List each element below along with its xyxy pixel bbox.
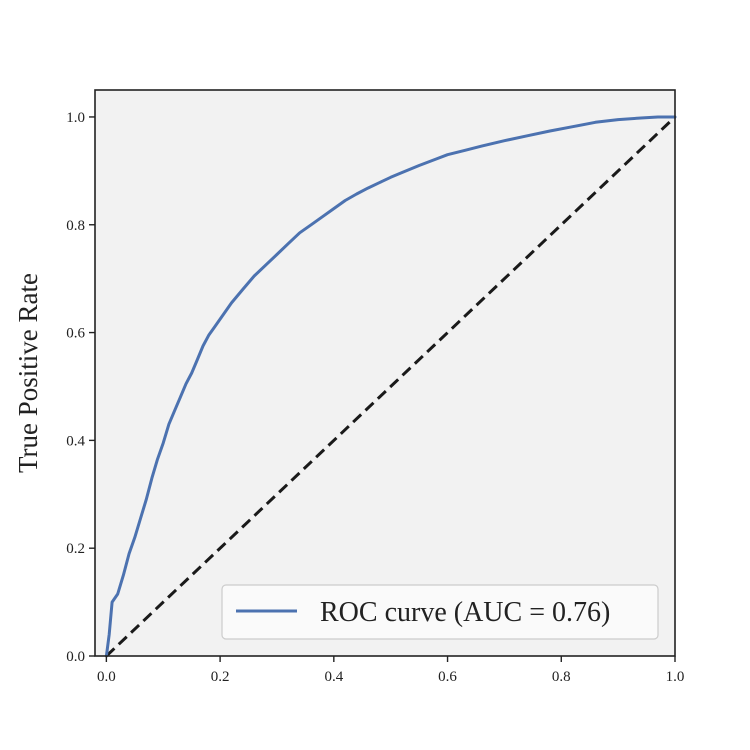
chance-diagonal-line xyxy=(105,115,677,658)
roc-curve-line xyxy=(104,115,677,658)
legend-box xyxy=(221,584,659,640)
y-tick-label: 0.0 xyxy=(66,649,85,665)
x-tick-label: 0.4 xyxy=(324,669,343,685)
x-tick-label: 0.8 xyxy=(552,669,571,685)
x-tick-label: 1.0 xyxy=(666,669,685,685)
plot-background xyxy=(95,90,675,656)
y-axis-title: True Positive Rate xyxy=(13,273,43,473)
x-tick-label: 0.6 xyxy=(438,669,457,685)
y-tick-label: 0.4 xyxy=(66,433,85,449)
plot-frame xyxy=(94,89,676,657)
legend: ROC curve (AUC = 0.76) xyxy=(221,584,659,640)
x-axis-ticks: 0.0 0.2 0.4 0.6 0.8 1.0 xyxy=(97,656,684,685)
curve-layer xyxy=(104,115,677,658)
x-tick-label: 0.0 xyxy=(97,669,116,685)
x-tick-label: 0.2 xyxy=(211,669,230,685)
y-tick-label: 0.2 xyxy=(66,541,85,557)
legend-roc-label: ROC curve (AUC = 0.76) xyxy=(320,597,610,628)
y-tick-label: 1.0 xyxy=(66,110,85,126)
y-tick-label: 0.6 xyxy=(66,326,85,342)
y-axis-ticks: 0.0 0.2 0.4 0.6 0.8 1.0 xyxy=(66,110,95,665)
y-tick-label: 0.8 xyxy=(66,218,85,234)
